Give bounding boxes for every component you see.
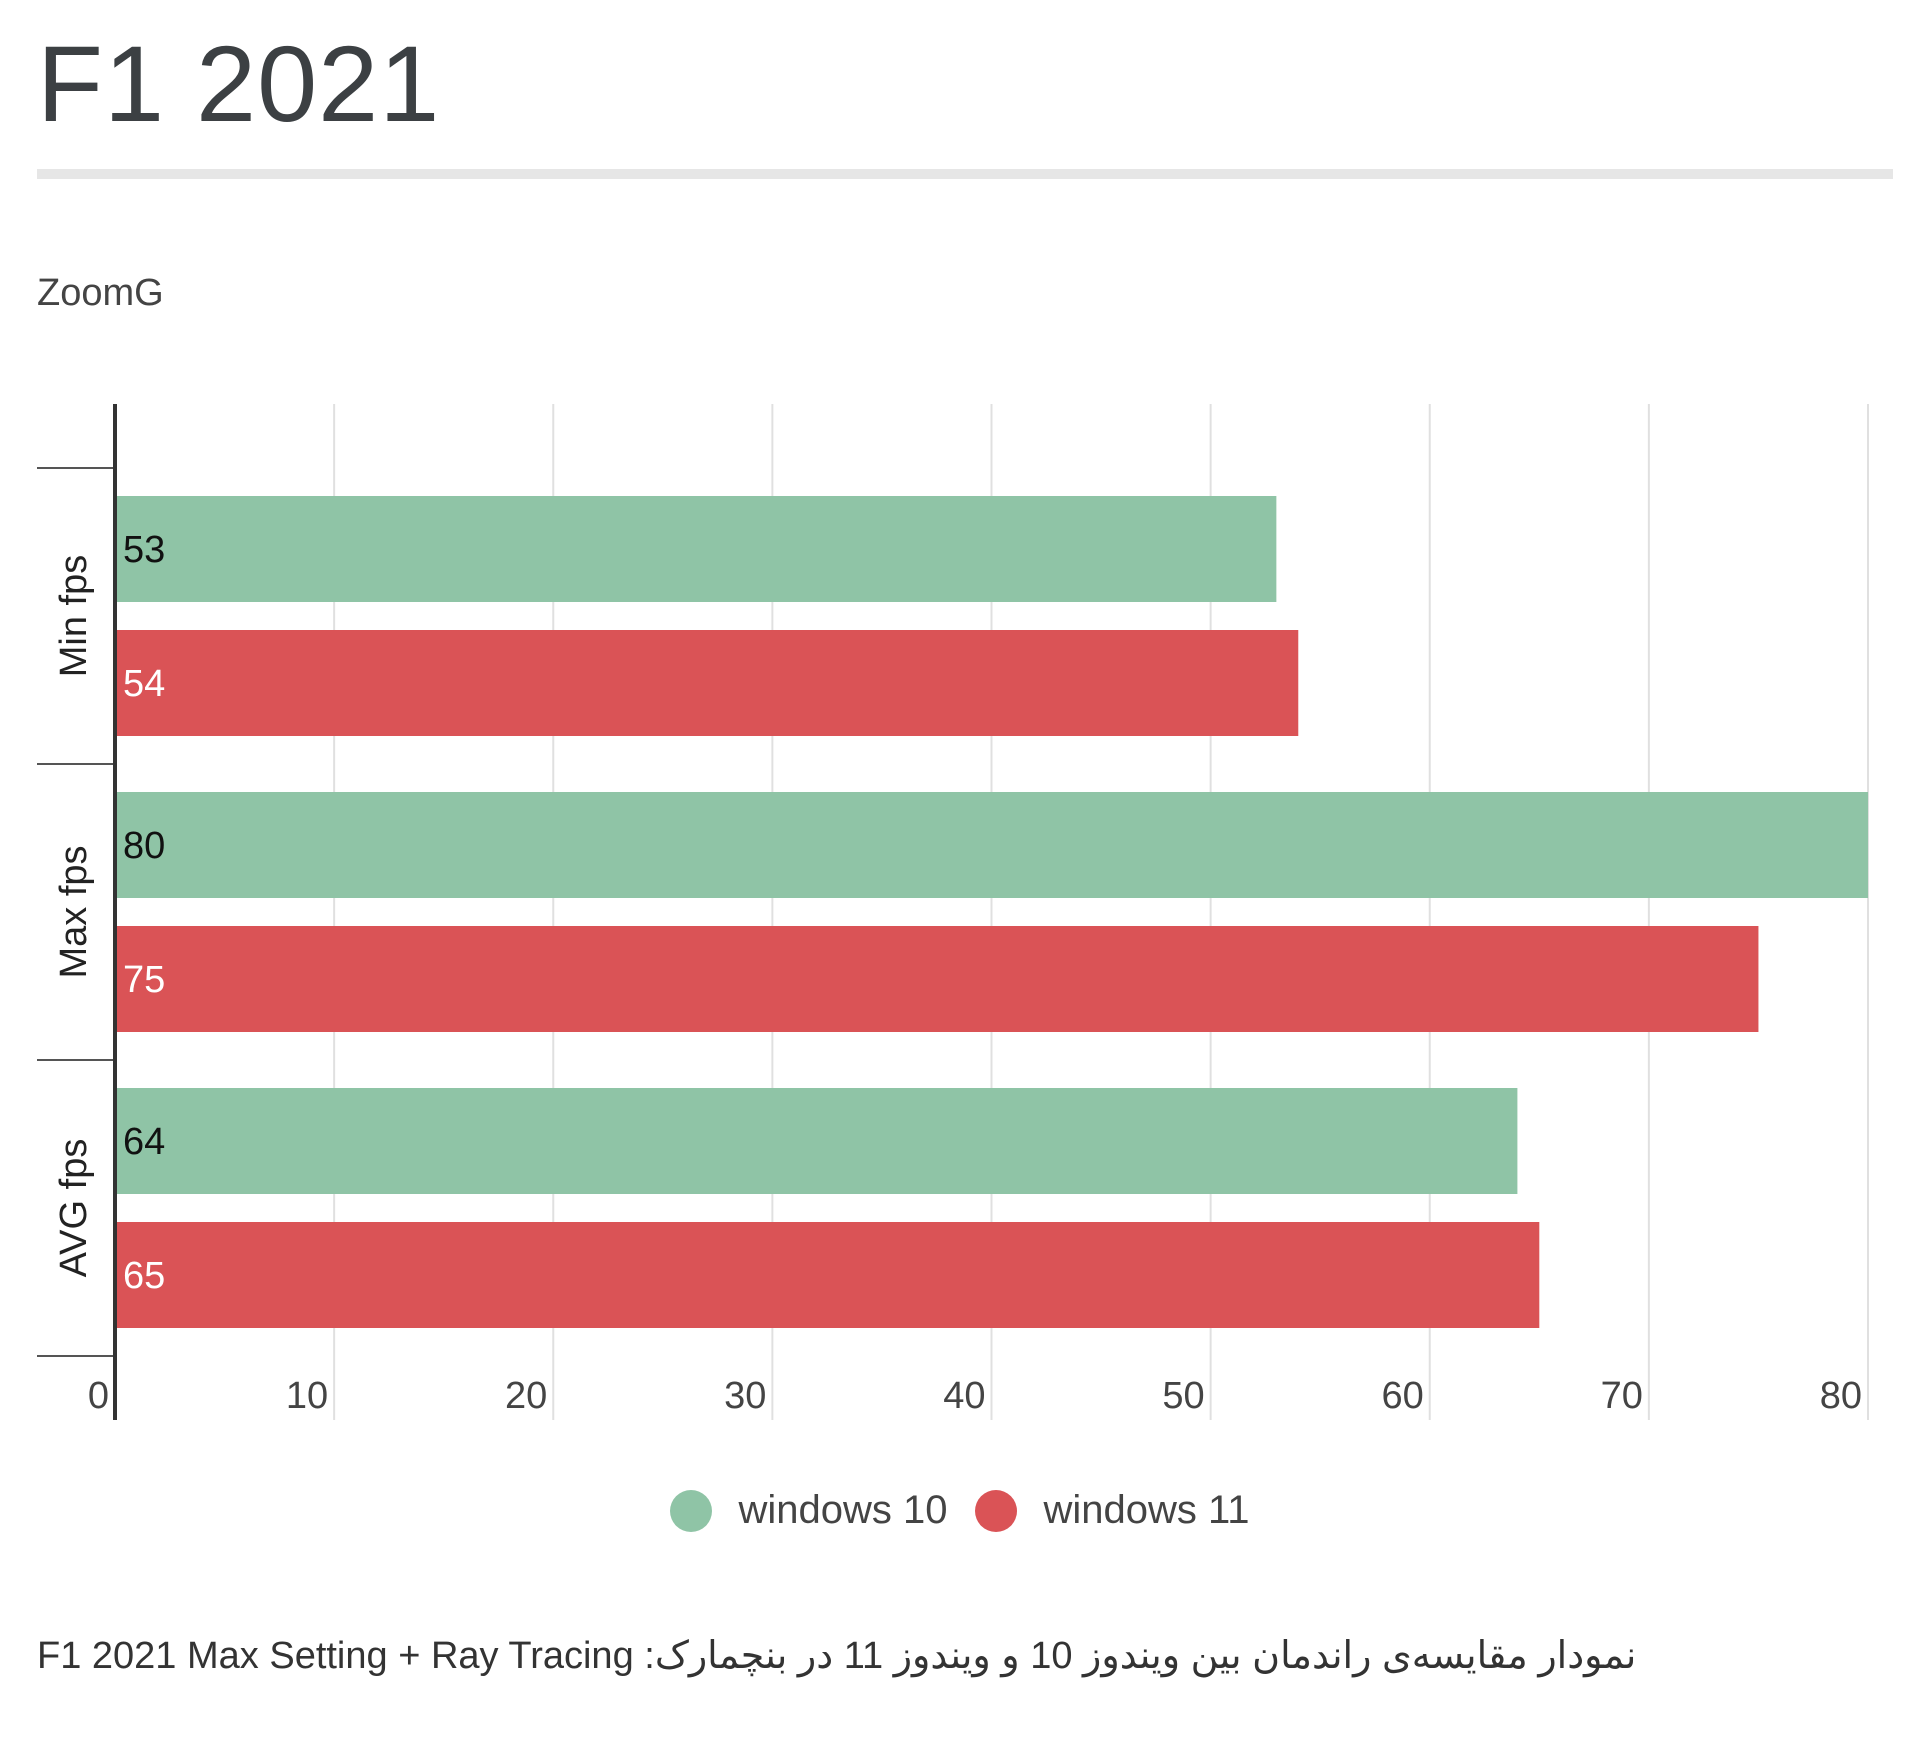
bar — [115, 630, 1299, 736]
title-divider — [37, 169, 1893, 179]
legend-label-windows-11: windows 11 — [1043, 1488, 1250, 1532]
legend-swatch-windows-11 — [975, 1489, 1018, 1532]
x-tick-label: 40 — [943, 1375, 985, 1417]
bar — [115, 926, 1759, 1032]
x-tick-label: 0 — [88, 1375, 109, 1417]
chart-legend: windows 10 windows 11 — [0, 1488, 1920, 1533]
category-label: AVG fps — [53, 1139, 95, 1278]
data-label: 54 — [123, 663, 165, 705]
chart-source: ZoomG — [37, 272, 164, 314]
data-label: 65 — [123, 1255, 165, 1297]
category-label: Min fps — [53, 555, 95, 677]
chart-title: F1 2021 — [37, 23, 441, 144]
x-tick-label: 30 — [724, 1375, 766, 1417]
bar — [115, 1088, 1518, 1194]
legend-label-windows-10: windows 10 — [738, 1488, 948, 1532]
bar — [115, 1222, 1540, 1328]
bar — [115, 496, 1277, 602]
x-tick-label: 10 — [286, 1375, 328, 1417]
data-label: 64 — [123, 1121, 165, 1163]
x-tick-label: 70 — [1601, 1375, 1643, 1417]
bar-chart: 0 10 20 30 40 50 60 70 80 53 54 Min fps 80 75 Max fps 6… — [37, 404, 1869, 1420]
data-label: 80 — [123, 825, 165, 867]
legend-item-windows-10[interactable]: windows 10 — [670, 1488, 947, 1533]
data-label: 75 — [123, 959, 165, 1001]
data-label: 53 — [123, 529, 165, 571]
x-tick-label: 80 — [1820, 1375, 1862, 1417]
legend-swatch-windows-10 — [670, 1489, 713, 1532]
bar — [115, 792, 1868, 898]
legend-item-windows-11[interactable]: windows 11 — [975, 1488, 1250, 1533]
x-tick-label: 60 — [1381, 1375, 1423, 1417]
x-tick-label: 50 — [1162, 1375, 1204, 1417]
chart-caption: نمودار مقایسه‌ی راندمان بین ویندوز 10 و … — [37, 1635, 1637, 1677]
x-tick-label: 20 — [505, 1375, 547, 1417]
category-label: Max fps — [53, 845, 95, 978]
